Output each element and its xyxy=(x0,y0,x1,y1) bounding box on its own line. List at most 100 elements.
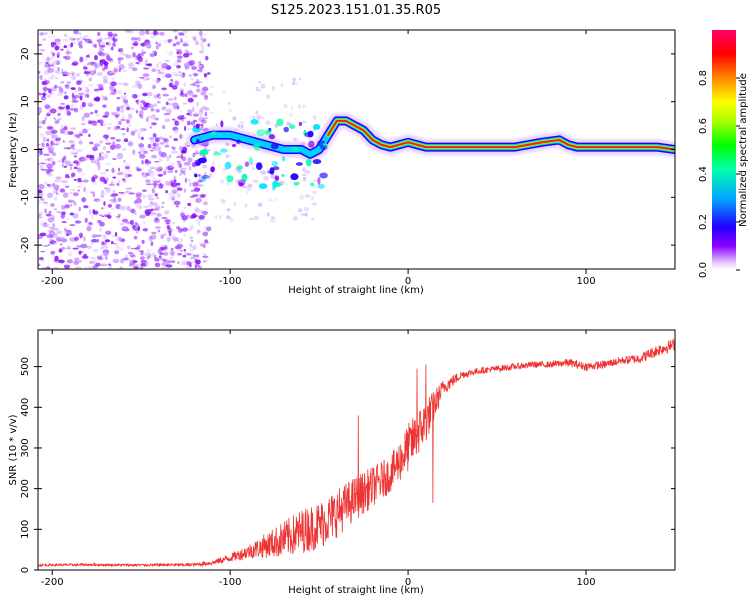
noise-dot xyxy=(61,180,68,184)
noise-dot xyxy=(97,51,103,56)
noise-dot xyxy=(171,85,178,90)
noise-dot xyxy=(100,195,105,198)
noise-dot xyxy=(165,50,168,53)
noise-dot xyxy=(118,236,122,242)
noise-dot xyxy=(38,143,41,146)
ridge-blob xyxy=(312,124,321,130)
noise-dot xyxy=(170,247,174,251)
noise-dot xyxy=(61,211,66,216)
noise-dot xyxy=(171,229,175,233)
noise-dot xyxy=(68,140,75,144)
snr-y-label: SNR (10 * v/v) xyxy=(8,414,19,485)
noise-dot xyxy=(176,55,183,59)
noise-dot xyxy=(172,30,178,33)
noise-dot xyxy=(142,92,148,97)
noise-dot xyxy=(153,94,158,99)
noise-dot xyxy=(130,219,134,225)
noise-dot xyxy=(292,217,298,221)
noise-dot xyxy=(160,151,167,158)
noise-dot xyxy=(310,195,315,201)
noise-dot xyxy=(149,126,153,129)
noise-dot xyxy=(119,105,125,109)
noise-dot xyxy=(130,36,136,41)
noise-dot xyxy=(169,250,175,256)
noise-dot xyxy=(139,30,146,36)
noise-dot xyxy=(80,243,88,249)
ridge-blob xyxy=(220,120,224,128)
noise-dot xyxy=(101,94,104,99)
noise-dot xyxy=(111,242,118,245)
noise-dot xyxy=(177,239,180,245)
noise-dot xyxy=(147,249,152,252)
noise-dot xyxy=(180,90,184,95)
noise-dot xyxy=(171,71,178,76)
noise-dot xyxy=(47,173,54,177)
noise-dot xyxy=(162,124,166,130)
noise-dot xyxy=(38,256,44,261)
noise-dot xyxy=(85,74,89,77)
noise-dot xyxy=(200,91,207,96)
noise-dot xyxy=(155,80,160,84)
noise-dot xyxy=(126,205,131,212)
noise-dot xyxy=(118,191,125,194)
noise-dot xyxy=(109,58,114,63)
noise-dot xyxy=(117,197,122,202)
noise-dot xyxy=(200,37,208,42)
noise-dot xyxy=(89,208,92,215)
noise-dot xyxy=(110,182,116,187)
noise-dot xyxy=(201,46,205,50)
noise-dot xyxy=(255,110,259,115)
noise-dot xyxy=(148,236,153,242)
noise-dot xyxy=(72,213,79,219)
noise-dot xyxy=(127,174,133,177)
noise-dot xyxy=(79,88,82,91)
ridge-blob xyxy=(235,139,241,144)
noise-dot xyxy=(191,35,198,40)
noise-dot xyxy=(125,187,133,190)
noise-dot xyxy=(140,259,146,263)
noise-dot xyxy=(134,54,142,61)
noise-dot xyxy=(226,181,230,186)
noise-dot xyxy=(151,68,157,73)
noise-dot xyxy=(158,146,162,152)
noise-dot xyxy=(192,183,199,188)
noise-dot xyxy=(190,189,196,193)
noise-dot xyxy=(113,197,116,202)
noise-dot xyxy=(44,116,48,121)
noise-dot xyxy=(105,169,109,172)
noise-dot xyxy=(302,104,306,108)
noise-dot xyxy=(51,129,58,134)
noise-dot xyxy=(71,173,74,178)
noise-dot xyxy=(92,43,97,48)
noise-dot xyxy=(168,154,172,158)
noise-dot xyxy=(39,164,44,171)
noise-dot xyxy=(121,178,126,181)
noise-dot xyxy=(58,259,65,264)
noise-dot xyxy=(145,117,149,122)
noise-dot xyxy=(171,260,176,263)
noise-dot xyxy=(71,92,75,99)
noise-dot xyxy=(169,165,173,168)
noise-dot xyxy=(195,259,201,265)
noise-dot xyxy=(188,165,192,171)
noise-dot xyxy=(91,242,94,246)
noise-dot xyxy=(280,82,283,87)
colorbar-tick-label: 0.4 xyxy=(698,166,709,182)
noise-dot xyxy=(121,69,128,73)
noise-dot xyxy=(164,139,168,142)
noise-dot xyxy=(47,166,52,173)
ridge-blob xyxy=(304,132,312,138)
noise-dot xyxy=(160,244,167,248)
ridge-blob xyxy=(254,144,261,151)
noise-dot xyxy=(153,217,161,224)
noise-dot xyxy=(292,81,296,86)
noise-dot xyxy=(189,243,193,248)
noise-dot xyxy=(66,245,71,249)
noise-dot xyxy=(53,242,58,245)
noise-dot xyxy=(137,36,141,42)
noise-dot xyxy=(179,88,185,93)
noise-dot xyxy=(117,213,121,217)
noise-dot xyxy=(132,93,138,99)
noise-dot xyxy=(67,199,75,204)
colorbar-tick-label: 0.0 xyxy=(698,262,709,278)
